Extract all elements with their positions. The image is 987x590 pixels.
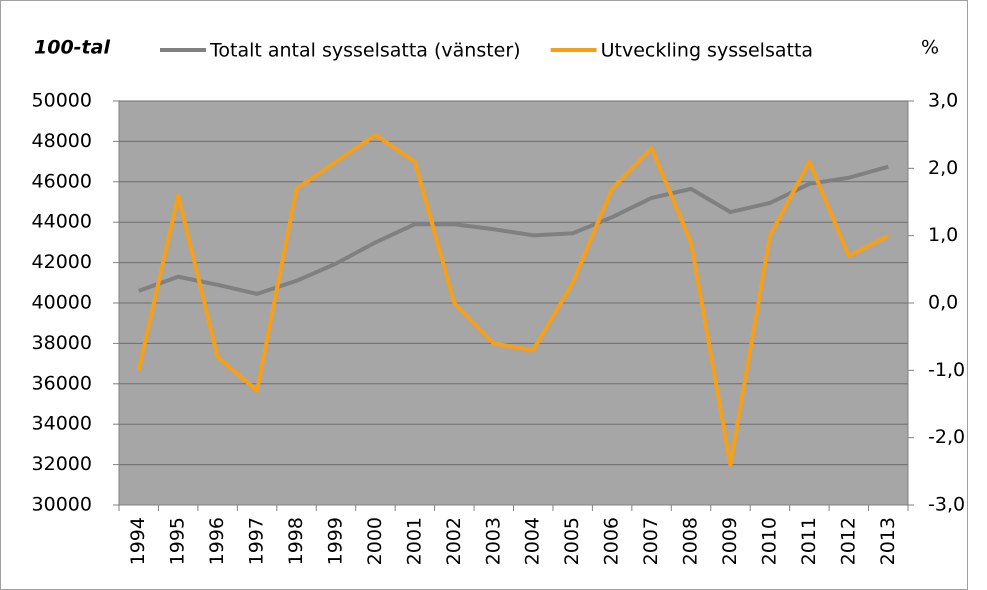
y-tick-label: 30000 (32, 494, 92, 516)
y-tick-label: 50000 (32, 90, 92, 112)
y2-tick-label: 3,0 (928, 90, 958, 112)
x-tick-label: 2008 (680, 517, 702, 565)
y-tick-label: 36000 (32, 372, 92, 394)
legend-label: Totalt antal sysselsatta (vänster) (209, 40, 521, 62)
x-tick-label: 2001 (403, 517, 425, 565)
x-tick-label: 1994 (127, 517, 149, 565)
x-tick-label: 1995 (167, 517, 189, 565)
y2-tick-label: -3,0 (928, 494, 965, 516)
x-tick-label: 2013 (877, 517, 899, 565)
y-tick-label: 38000 (32, 332, 92, 354)
x-tick-label: 1996 (206, 517, 228, 565)
y2-tick-label: 2,0 (928, 157, 958, 179)
y2-tick-label: -2,0 (928, 426, 965, 448)
y-axis-label: 100-tal (34, 37, 110, 59)
series-line (136, 132, 890, 467)
x-tick-label: 2007 (640, 517, 662, 565)
y-tick-label: 48000 (32, 130, 92, 152)
x-tick-label: 2002 (443, 517, 465, 565)
y2-axis-label: % (921, 37, 939, 59)
x-tick-label: 2000 (364, 517, 386, 565)
y-tick-label: 42000 (32, 251, 92, 273)
y-tick-label: 44000 (32, 211, 92, 233)
y-tick-label: 46000 (32, 170, 92, 192)
x-tick-label: 2003 (482, 517, 504, 565)
x-tick-label: 1999 (324, 517, 346, 565)
x-tick-label: 2011 (798, 517, 820, 565)
y2-tick-label: -1,0 (928, 359, 965, 381)
series-line (138, 164, 889, 296)
y-tick-label: 32000 (32, 453, 92, 475)
legend-label: Utveckling sysselsatta (601, 40, 813, 62)
y-tick-label: 40000 (32, 292, 92, 314)
x-tick-label: 1998 (285, 517, 307, 565)
x-tick-label: 2010 (758, 517, 780, 565)
y2-tick-label: 0,0 (928, 292, 958, 314)
x-tick-label: 2009 (719, 517, 741, 565)
x-tick-label: 2005 (561, 517, 583, 565)
x-tick-label: 2006 (601, 517, 623, 565)
x-tick-label: 2012 (837, 517, 859, 565)
x-tick-label: 1997 (246, 517, 268, 565)
y2-tick-label: 1,0 (928, 224, 958, 246)
y-tick-label: 34000 (32, 413, 92, 435)
x-tick-label: 2004 (522, 517, 544, 565)
